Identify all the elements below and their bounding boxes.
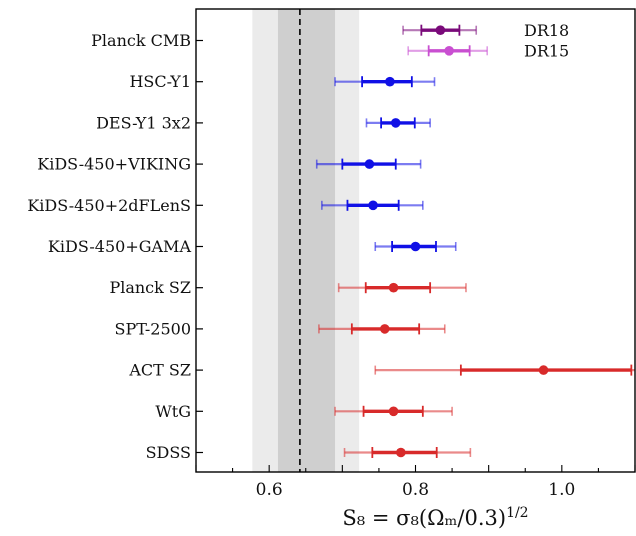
- category-label: SDSS: [146, 443, 191, 462]
- data-point-7: [337, 282, 467, 294]
- marker: [538, 365, 549, 375]
- category-label: Planck SZ: [109, 278, 191, 297]
- marker: [364, 159, 375, 169]
- x-axis-ticks: 0.6 0.8 1.0: [195, 465, 636, 500]
- legend: DR18 DR15: [524, 21, 569, 61]
- legend-entry: DR15: [524, 42, 569, 61]
- data-point-9: [374, 364, 635, 376]
- x-tick-label: 0.6: [256, 480, 283, 500]
- marker: [379, 324, 390, 334]
- y-axis-ticks: [196, 39, 203, 454]
- data-point-2: [334, 76, 436, 88]
- x-tick-label: 1.0: [548, 480, 575, 500]
- marker: [390, 118, 401, 128]
- x-tick-label: 0.8: [402, 480, 429, 500]
- marker: [435, 25, 446, 35]
- points-layer: [315, 24, 635, 458]
- legend-entry: DR18: [524, 21, 569, 40]
- category-label: Planck CMB: [91, 31, 191, 50]
- data-point-11: [343, 447, 472, 458]
- data-point-0: [402, 24, 478, 36]
- data-point-1: [407, 45, 489, 57]
- category-labels: Planck CMB HSC-Y1 DES-Y1 3x2 KiDS-450+VIKIN…: [27, 31, 191, 462]
- data-point-6: [374, 241, 457, 252]
- category-label: SPT-2500: [115, 319, 191, 338]
- category-label: KiDS-450+VIKING: [37, 155, 191, 174]
- bands-layer: [252, 9, 360, 472]
- marker: [410, 241, 421, 252]
- category-label: HSC-Y1: [129, 72, 191, 91]
- data-point-5: [321, 199, 424, 211]
- category-label: KiDS-450+2dFLenS: [27, 196, 191, 215]
- marker: [388, 406, 399, 417]
- data-point-4: [315, 158, 422, 170]
- marker: [368, 200, 378, 211]
- x-axis-title: S₈ = σ₈(Ωₘ/0.3)1/2: [342, 505, 528, 530]
- marker: [444, 46, 454, 56]
- data-point-8: [318, 323, 446, 335]
- data-point-10: [334, 405, 453, 417]
- category-label: ACT SZ: [128, 361, 191, 380]
- marker: [396, 447, 406, 458]
- band-inner: [277, 9, 336, 472]
- marker: [385, 76, 395, 87]
- marker: [388, 282, 399, 293]
- category-label: WtG: [155, 402, 191, 421]
- data-point-3: [365, 117, 431, 129]
- category-label: DES-Y1 3x2: [96, 113, 191, 132]
- category-label: KiDS-450+GAMA: [48, 237, 192, 256]
